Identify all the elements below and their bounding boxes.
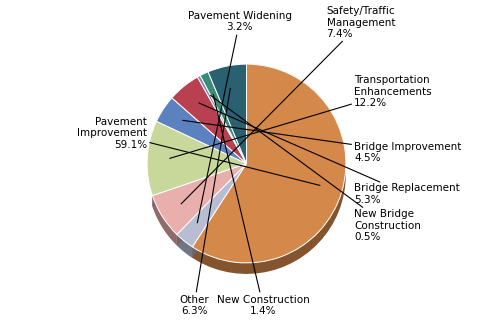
- Text: Bridge Improvement
4.5%: Bridge Improvement 4.5%: [182, 120, 462, 163]
- Wedge shape: [177, 164, 246, 247]
- Polygon shape: [177, 164, 246, 245]
- Wedge shape: [198, 76, 246, 164]
- Text: New Construction
1.4%: New Construction 1.4%: [213, 94, 310, 316]
- Text: Safety/Traffic
Management
7.4%: Safety/Traffic Management 7.4%: [181, 6, 395, 204]
- Text: Bridge Replacement
5.3%: Bridge Replacement 5.3%: [199, 103, 460, 205]
- Wedge shape: [172, 77, 246, 164]
- Polygon shape: [152, 164, 246, 207]
- Wedge shape: [208, 64, 246, 164]
- Polygon shape: [177, 235, 192, 258]
- Polygon shape: [192, 164, 246, 258]
- Text: Other
6.3%: Other 6.3%: [179, 88, 231, 316]
- Wedge shape: [200, 72, 246, 164]
- Polygon shape: [192, 64, 346, 274]
- Text: Transportation
Enhancements
12.2%: Transportation Enhancements 12.2%: [170, 75, 432, 158]
- Wedge shape: [156, 98, 246, 164]
- Wedge shape: [192, 64, 346, 263]
- Text: Pavement
Improvement
59.1%: Pavement Improvement 59.1%: [77, 116, 320, 185]
- Polygon shape: [177, 164, 246, 245]
- Polygon shape: [152, 196, 177, 245]
- Polygon shape: [192, 164, 246, 258]
- Wedge shape: [147, 121, 246, 196]
- Text: Pavement Widening
3.2%: Pavement Widening 3.2%: [188, 11, 292, 223]
- Text: New Bridge
Construction
0.5%: New Bridge Construction 0.5%: [210, 95, 421, 242]
- Wedge shape: [152, 164, 246, 235]
